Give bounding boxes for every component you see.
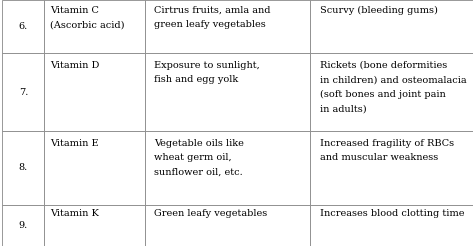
Text: 7.: 7. — [18, 88, 28, 97]
Text: 8.: 8. — [19, 164, 28, 172]
Bar — [2, 0, 45, 53]
Bar — [145, 0, 310, 53]
Text: Cirtrus fruits, amla and
green leafy vegetables: Cirtrus fruits, amla and green leafy veg… — [155, 6, 271, 29]
Text: Vitamin C
(Ascorbic acid): Vitamin C (Ascorbic acid) — [50, 6, 125, 29]
Bar — [45, 53, 145, 131]
Bar — [45, 0, 145, 53]
Bar — [145, 131, 310, 205]
Text: 9.: 9. — [19, 221, 28, 230]
Bar — [145, 53, 310, 131]
Text: Exposure to sunlight,
fish and egg yolk: Exposure to sunlight, fish and egg yolk — [155, 61, 260, 84]
Text: Green leafy vegetables: Green leafy vegetables — [155, 209, 268, 218]
Bar — [45, 205, 145, 246]
Text: Vegetable oils like
wheat germ oil,
sunflower oil, etc.: Vegetable oils like wheat germ oil, sunf… — [155, 139, 245, 177]
Bar — [2, 53, 45, 131]
Text: Increases blood clotting time: Increases blood clotting time — [319, 209, 464, 218]
Bar — [310, 205, 473, 246]
Text: Vitamin D: Vitamin D — [50, 61, 100, 70]
Bar — [45, 131, 145, 205]
Text: Rickets (bone deformities
in children) and osteomalacia
(soft bones and joint pa: Rickets (bone deformities in children) a… — [319, 61, 466, 114]
Bar — [145, 205, 310, 246]
Text: Vitamin E: Vitamin E — [50, 139, 99, 148]
Bar — [2, 131, 45, 205]
Text: Scurvy (bleeding gums): Scurvy (bleeding gums) — [319, 6, 438, 15]
Bar — [2, 205, 45, 246]
Text: Increased fragility of RBCs
and muscular weakness: Increased fragility of RBCs and muscular… — [319, 139, 454, 162]
Text: 6.: 6. — [19, 22, 28, 31]
Bar — [310, 53, 473, 131]
Bar — [310, 0, 473, 53]
Bar — [310, 131, 473, 205]
Text: Vitamin K: Vitamin K — [50, 209, 100, 218]
